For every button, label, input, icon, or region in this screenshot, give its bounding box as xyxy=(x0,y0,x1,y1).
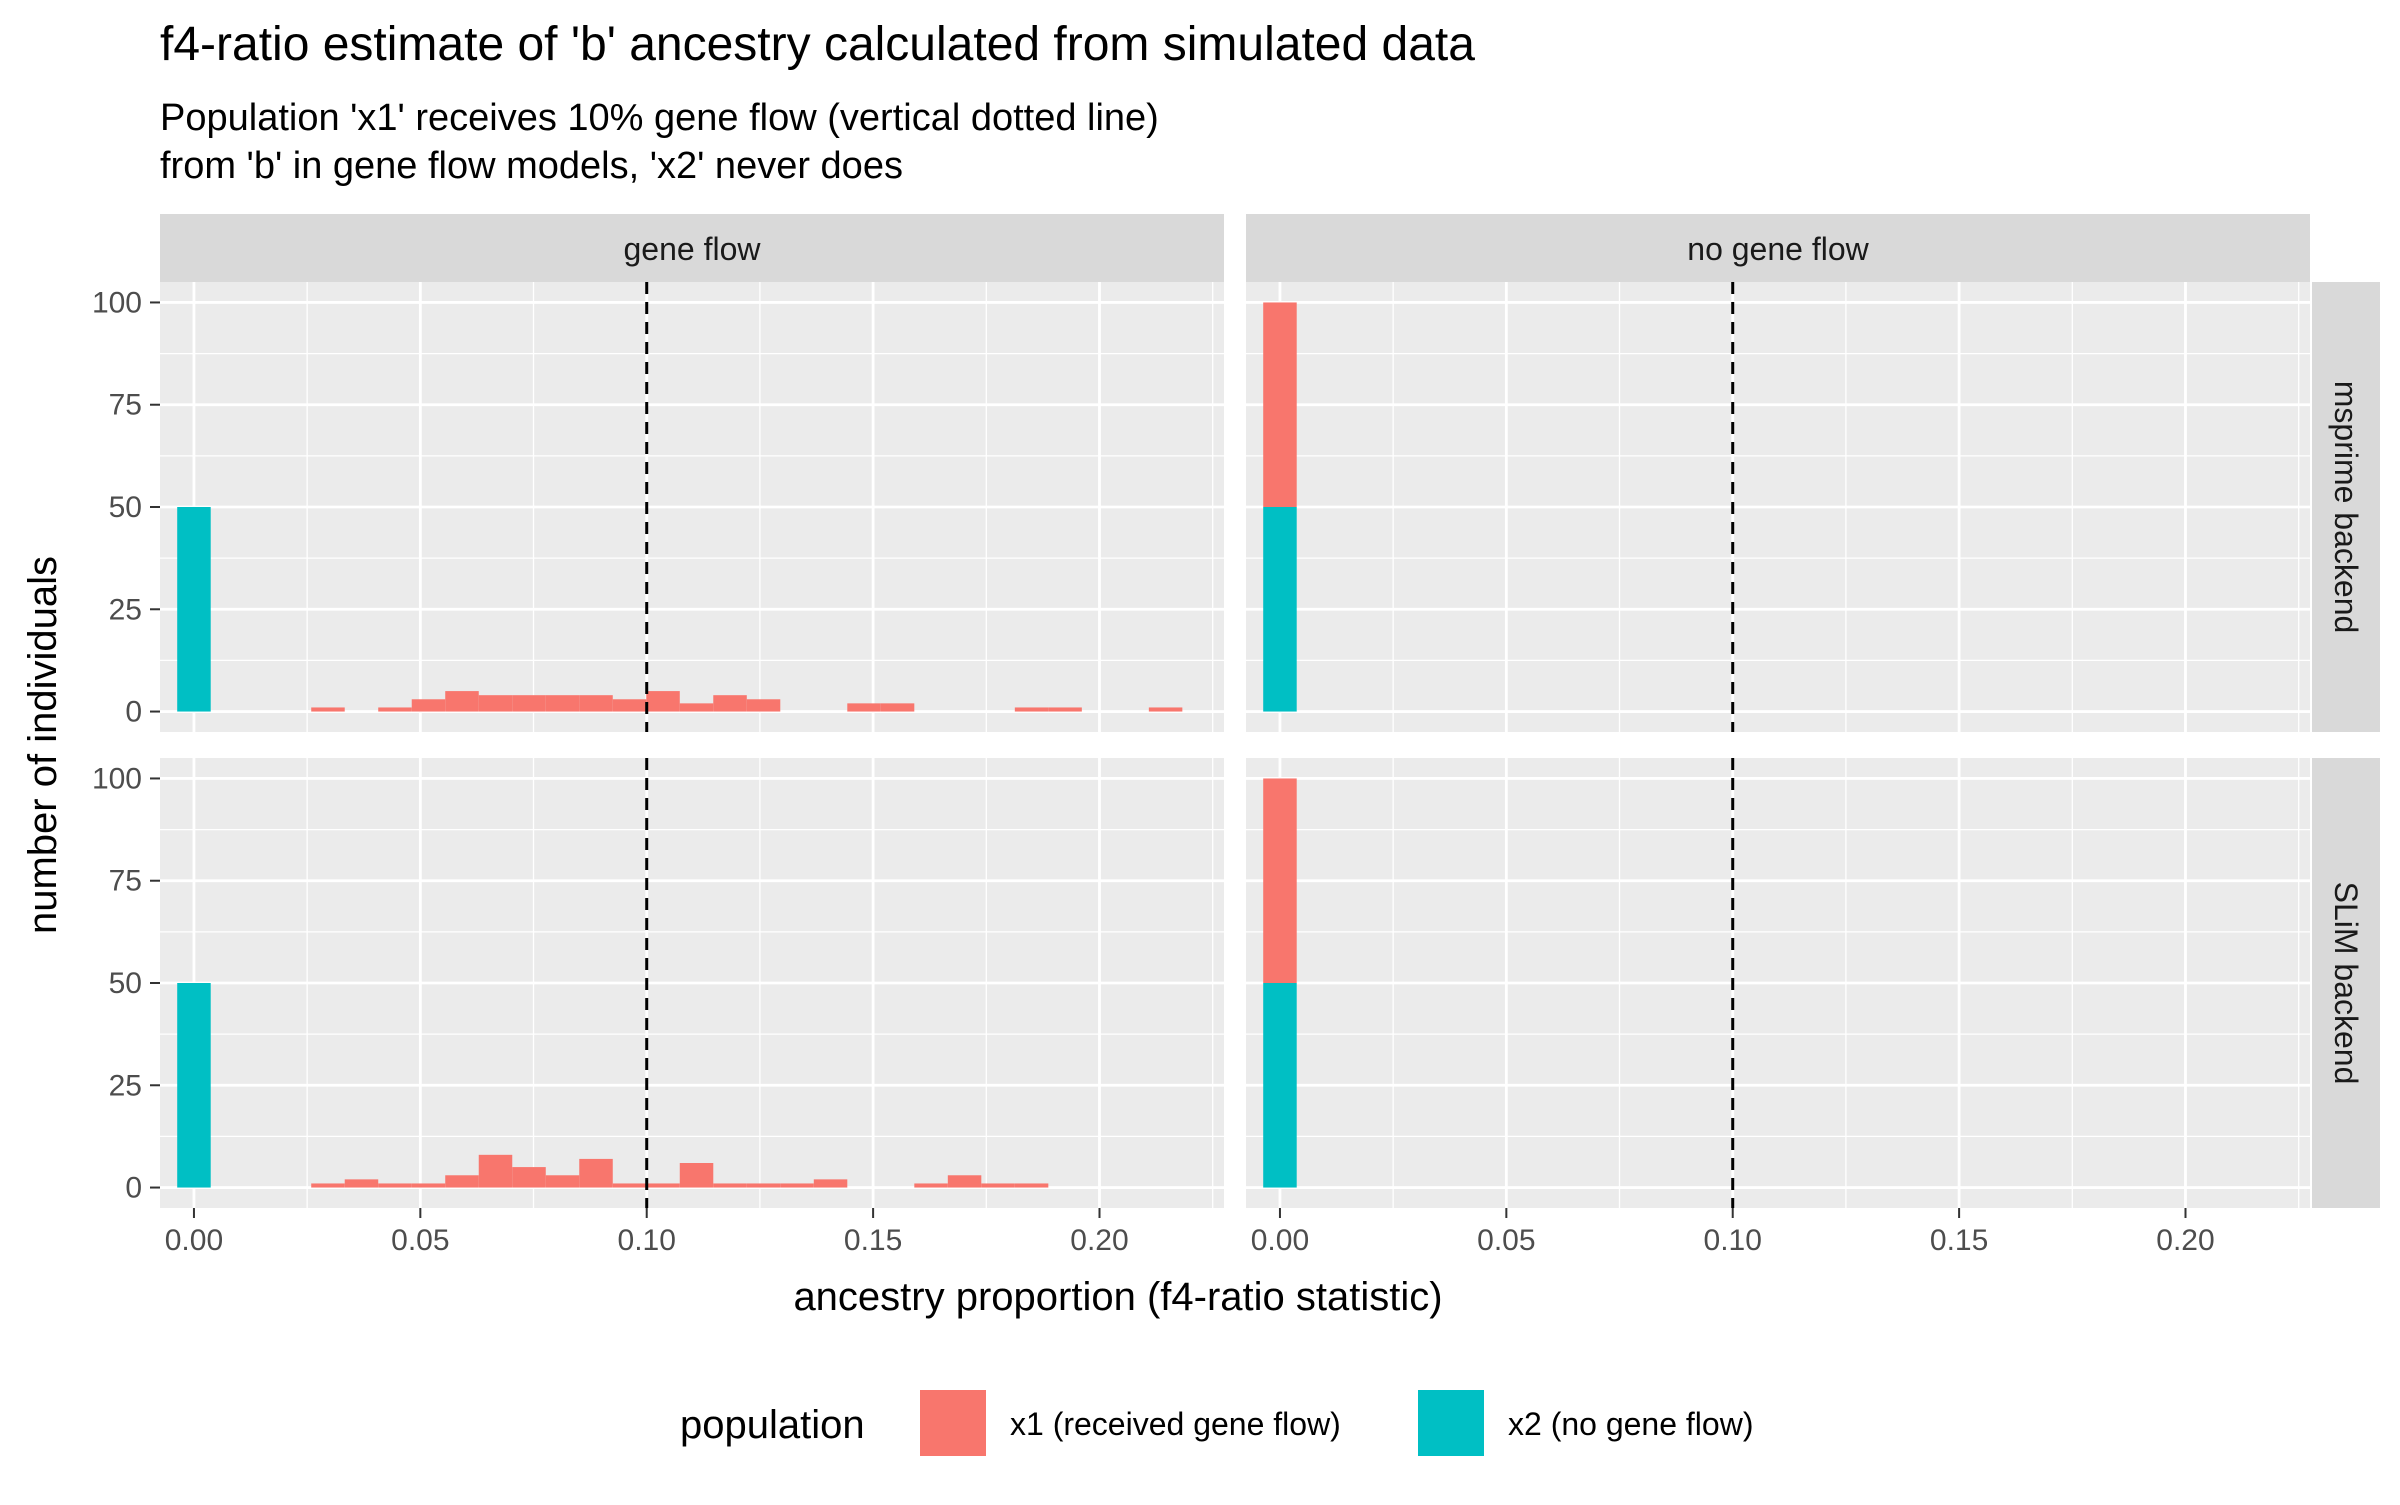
bar-x1 xyxy=(880,703,915,712)
strip-label-gene-flow: gene flow xyxy=(624,231,762,267)
bar-x1 xyxy=(847,703,881,712)
bar-x1 xyxy=(1148,707,1183,712)
bar-x1 xyxy=(612,1183,647,1188)
x-tick-label: 0.00 xyxy=(1251,1224,1309,1257)
bar-x1 xyxy=(445,691,479,712)
bar-x1 xyxy=(813,1179,848,1188)
bar-x2 xyxy=(1263,507,1297,712)
bar-x1 xyxy=(378,707,412,712)
y-tick-label: 25 xyxy=(109,593,142,626)
y-tick-label: 25 xyxy=(109,1069,142,1102)
panel-gene-flow-msprime-backend xyxy=(160,282,1224,732)
chart-subtitle-line-2: from 'b' in gene flow models, 'x2' never… xyxy=(160,145,903,187)
chart-title: f4-ratio estimate of 'b' ancestry calcul… xyxy=(160,18,1475,71)
y-tick-label: 0 xyxy=(125,1172,142,1205)
y-axis-title: number of individuals xyxy=(21,556,65,934)
bar-x1 xyxy=(512,1167,546,1188)
y-tick-label: 75 xyxy=(109,865,142,898)
panels-layer: gene flow no gene flow msprime backend SLiM… xyxy=(92,214,2380,1257)
bar-x2 xyxy=(1263,983,1297,1188)
bar-x1 xyxy=(914,1183,948,1188)
bar-x1 xyxy=(445,1175,479,1188)
x-tick-label: 0.20 xyxy=(2156,1224,2214,1257)
bar-x2 xyxy=(177,507,211,712)
strip-msprime-backend xyxy=(2312,282,2380,732)
bar-x1 xyxy=(344,1179,379,1188)
bar-x1 xyxy=(545,695,580,712)
legend-label-x1: x1 (received gene flow) xyxy=(1010,1406,1341,1442)
strip-label-slim-backend: SLiM backend xyxy=(2328,882,2364,1085)
strip-no-gene-flow xyxy=(1246,214,2310,282)
strip-slim-backend xyxy=(2312,758,2380,1208)
legend-key-x1 xyxy=(920,1390,986,1456)
bar-x1 xyxy=(579,1158,613,1188)
y-tick-label: 100 xyxy=(92,762,142,795)
x-tick-label: 0.05 xyxy=(391,1224,449,1257)
bar-x1 xyxy=(411,699,446,712)
strip-label-no-gene-flow: no gene flow xyxy=(1687,231,1869,267)
bar-x1 xyxy=(512,695,546,712)
bar-x1 xyxy=(579,695,613,712)
bar-x1 xyxy=(478,1154,513,1188)
bar-x1 xyxy=(1014,1183,1049,1188)
y-tick-label: 100 xyxy=(92,286,142,319)
bar-x1 xyxy=(646,1183,680,1188)
bar-x1 xyxy=(1048,707,1082,712)
bar-x1 xyxy=(545,1175,580,1188)
bar-x1 xyxy=(612,699,647,712)
bar-x2 xyxy=(177,983,211,1188)
legend-key-x2 xyxy=(1418,1390,1484,1456)
bar-x1 xyxy=(713,1183,747,1188)
bar-x1 xyxy=(713,695,747,712)
y-tick-label: 50 xyxy=(109,967,142,1000)
bar-x1 xyxy=(947,1175,982,1188)
bar-x1 xyxy=(780,1183,814,1188)
bar-x1 xyxy=(746,699,781,712)
bar-x1 xyxy=(1014,707,1049,712)
panel-gene-flow-slim-backend xyxy=(160,758,1224,1208)
bar-x1 xyxy=(679,703,714,712)
y-tick-label: 75 xyxy=(109,389,142,422)
chart-subtitle-line-1: Population 'x1' receives 10% gene flow (… xyxy=(160,97,1159,139)
strip-gene-flow xyxy=(160,214,1224,282)
bar-x1 xyxy=(378,1183,412,1188)
bar-x1 xyxy=(311,1183,345,1188)
y-tick-label: 0 xyxy=(125,696,142,729)
bar-x1 xyxy=(311,707,345,712)
bar-x1 xyxy=(1263,778,1297,983)
x-tick-label: 0.15 xyxy=(1930,1224,1988,1257)
legend: population x1 (received gene flow) x2 (n… xyxy=(680,1390,1753,1456)
bar-x1 xyxy=(679,1163,714,1188)
bar-x1 xyxy=(646,691,680,712)
x-tick-label: 0.15 xyxy=(844,1224,902,1257)
bar-x1 xyxy=(478,695,513,712)
y-tick-label: 50 xyxy=(109,491,142,524)
bar-x1 xyxy=(746,1183,781,1188)
x-tick-label: 0.10 xyxy=(1704,1224,1762,1257)
bar-x1 xyxy=(1263,302,1297,507)
x-tick-label: 0.00 xyxy=(165,1224,223,1257)
legend-title: population xyxy=(680,1403,865,1447)
bar-x1 xyxy=(411,1183,446,1188)
panel-no-gene-flow-slim-backend xyxy=(1246,758,2310,1208)
panel-no-gene-flow-msprime-backend xyxy=(1246,282,2310,732)
strip-label-msprime-backend: msprime backend xyxy=(2328,381,2364,634)
x-tick-label: 0.05 xyxy=(1477,1224,1535,1257)
x-axis-title: ancestry proportion (f4-ratio statistic) xyxy=(793,1275,1442,1319)
x-tick-label: 0.10 xyxy=(618,1224,676,1257)
legend-label-x2: x2 (no gene flow) xyxy=(1508,1406,1753,1442)
x-tick-label: 0.20 xyxy=(1070,1224,1128,1257)
bar-x1 xyxy=(981,1183,1015,1188)
